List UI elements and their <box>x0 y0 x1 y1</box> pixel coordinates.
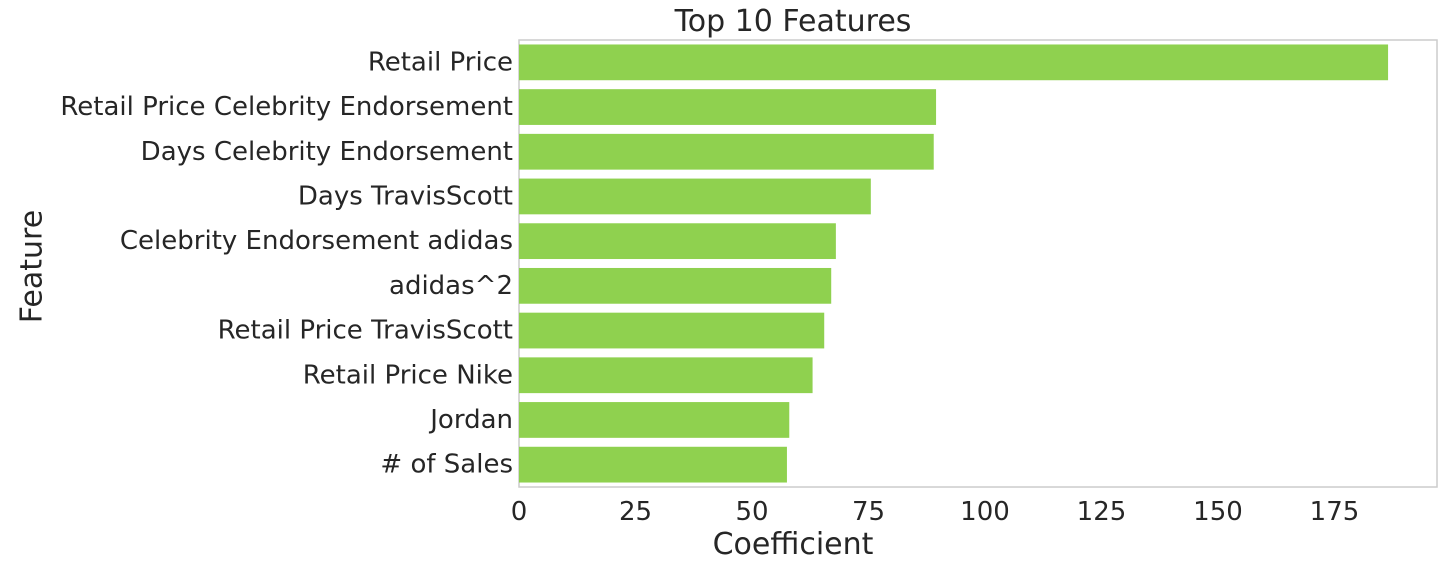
bar <box>519 89 937 125</box>
bar <box>519 446 787 483</box>
category-label: Celebrity Endorsement adidas <box>120 226 513 256</box>
x-tick-label: 0 <box>511 497 528 527</box>
category-label: Retail Price TravisScott <box>218 316 513 346</box>
x-tick-label: 175 <box>1310 497 1360 527</box>
category-label: adidas^2 <box>389 271 513 301</box>
bar <box>519 312 825 349</box>
x-tick-label: 50 <box>735 497 768 527</box>
category-label: Retail Price <box>368 47 513 77</box>
category-label: Jordan <box>428 405 513 435</box>
bar <box>519 133 934 170</box>
category-labels: Retail Price Retail Price Celebrity Endor… <box>60 47 513 479</box>
bar <box>519 402 790 438</box>
x-axis-label: Coefficient <box>713 527 874 562</box>
bar <box>519 223 836 260</box>
bar <box>519 178 871 215</box>
bar <box>519 267 832 304</box>
x-tick-label: 150 <box>1193 497 1243 527</box>
category-label: Retail Price Nike <box>303 360 513 390</box>
category-label: Days TravisScott <box>298 181 513 211</box>
category-label: # of Sales <box>380 450 513 480</box>
x-tick-labels: 0 25 50 75 100 125 150 175 <box>511 497 1360 527</box>
category-label: Retail Price Celebrity Endorsement <box>60 92 513 122</box>
bar <box>519 357 813 394</box>
x-tick-label: 100 <box>960 497 1010 527</box>
y-axis-label: Feature <box>15 210 50 323</box>
x-tick-label: 125 <box>1077 497 1127 527</box>
category-label: Days Celebrity Endorsement <box>141 137 513 167</box>
chart-title: Top 10 Features <box>674 4 912 39</box>
bars-group <box>519 44 1389 483</box>
x-tick-label: 25 <box>619 497 652 527</box>
x-tick-label: 75 <box>852 497 885 527</box>
plot-frame <box>518 39 1438 488</box>
bar <box>519 44 1389 81</box>
